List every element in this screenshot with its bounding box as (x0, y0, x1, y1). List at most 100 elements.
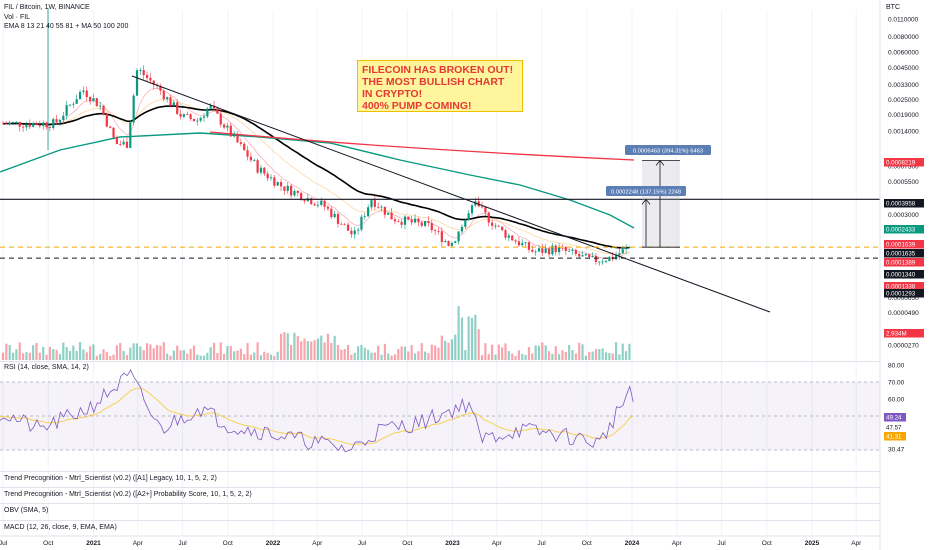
volume-bar (186, 353, 189, 360)
pane-separator[interactable] (0, 471, 880, 472)
candle-body (259, 167, 263, 173)
volume-bar (628, 343, 631, 360)
candle-body (517, 241, 520, 246)
candle-body (323, 200, 326, 207)
volume-bar (95, 355, 98, 360)
candle-body (527, 242, 531, 250)
pane-separator[interactable] (0, 361, 880, 362)
candle-body (357, 229, 360, 231)
volume-bar (115, 345, 118, 360)
candle-body (363, 216, 366, 218)
obv-legend[interactable]: OBV (SMA, 5) (4, 507, 49, 514)
candle-body (216, 108, 219, 114)
price-axis-label: 0.0001639 (886, 242, 916, 249)
candle-body (447, 241, 450, 246)
volume-bar (437, 347, 440, 360)
ema-21-line (3, 99, 630, 255)
time-tick-label: Oct (43, 540, 53, 547)
rsi-tick-label: 30.47 (888, 447, 905, 454)
price-axis-label: 0.0008219 (886, 160, 916, 167)
price-axis-label-bg (884, 225, 924, 234)
candle-body (186, 114, 189, 116)
volume-bar (162, 342, 165, 360)
symbol-title[interactable]: FIL / Bitcoin, 1W, BINANCE (4, 4, 90, 11)
volume-bar (122, 350, 125, 360)
price-tick-label: 0.0033000 (888, 82, 919, 89)
candle-body (8, 122, 11, 125)
candle-body (393, 219, 397, 222)
volume-bar (447, 342, 450, 360)
volume-bar (259, 355, 263, 360)
volume-bar (460, 317, 464, 360)
candle-body (65, 105, 68, 116)
volume-bar (501, 347, 504, 360)
volume-bar (145, 343, 149, 360)
volume-bar (139, 346, 142, 360)
candle-body (119, 144, 122, 145)
volume-bar (578, 342, 581, 360)
candle-body (226, 125, 229, 128)
volume-bar (42, 346, 45, 360)
candle-body (598, 261, 601, 263)
volume-bar (413, 353, 417, 360)
candle-body (152, 80, 155, 85)
price-axis-label: 0.0001340 (886, 272, 916, 279)
candle-body (179, 113, 182, 117)
candle-body (564, 247, 567, 252)
callout-annotation[interactable]: FILECOIN HAS BROKEN OUT! THE MOST BULLIS… (357, 60, 523, 112)
candle-body (484, 207, 487, 213)
price-candles (1, 8, 631, 266)
time-tick-label: Oct (223, 540, 233, 547)
candle-body (243, 143, 246, 151)
volume-bar (109, 355, 112, 360)
candle-body (544, 248, 547, 253)
time-tick-label: Oct (402, 540, 412, 547)
rsi-legend[interactable]: RSI (14, close, SMA, 14, 2) (4, 364, 89, 371)
candle-body (115, 137, 118, 145)
volume-bar (276, 351, 279, 360)
ma-legend[interactable]: EMA 8 13 21 40 55 81 + MA 50 100 200 (4, 23, 129, 30)
trend-precognition-legacy-legend[interactable]: Trend Precognition - Mtrl_Scientist (v0.… (4, 475, 217, 482)
candle-body (169, 97, 172, 106)
candle-body (135, 70, 139, 96)
volume-bar (511, 353, 514, 360)
candle-body (601, 261, 604, 263)
candle-body (604, 261, 608, 262)
candle-body (420, 222, 423, 226)
volume-bar (169, 355, 172, 360)
volume-bar (507, 351, 510, 360)
price-axis-label-bg (884, 329, 924, 338)
macd-legend[interactable]: MACD (12, 26, close, 9, EMA, EMA) (4, 524, 117, 531)
candle-body (367, 207, 370, 217)
candle-body (132, 95, 135, 123)
rsi-tick-label: 60.00 (888, 397, 905, 404)
pane-separator[interactable] (0, 503, 880, 504)
candle-body (491, 222, 494, 226)
volume-bar (125, 355, 129, 360)
volume-bar (58, 354, 62, 360)
pane-separator[interactable] (0, 487, 880, 488)
candle-body (22, 126, 25, 128)
callout-line-1: FILECOIN HAS BROKEN OUT! (362, 64, 514, 76)
time-tick-label: Apr (312, 540, 323, 547)
candle-body (122, 141, 125, 145)
candle-body (95, 98, 98, 107)
trend-precognition-probability-legend[interactable]: Trend Precognition - Mtrl_Scientist (v0.… (4, 491, 252, 498)
candle-body (28, 124, 31, 127)
volume-bar (182, 350, 185, 360)
volume-bar (18, 342, 21, 360)
volume-bar (279, 333, 283, 360)
candle-body (125, 141, 129, 148)
candle-body (383, 206, 386, 215)
volume-bar (618, 354, 621, 360)
volume-bar (601, 348, 604, 360)
candle-body (286, 185, 289, 191)
volume-bar (407, 351, 410, 360)
candle-body (109, 126, 112, 128)
price-axis-label-bg (884, 158, 924, 167)
volume-bar (467, 316, 470, 360)
volume-bar (22, 353, 25, 360)
pane-separator[interactable] (0, 520, 880, 521)
volume-bar (363, 347, 366, 360)
volume-bar (283, 332, 286, 360)
